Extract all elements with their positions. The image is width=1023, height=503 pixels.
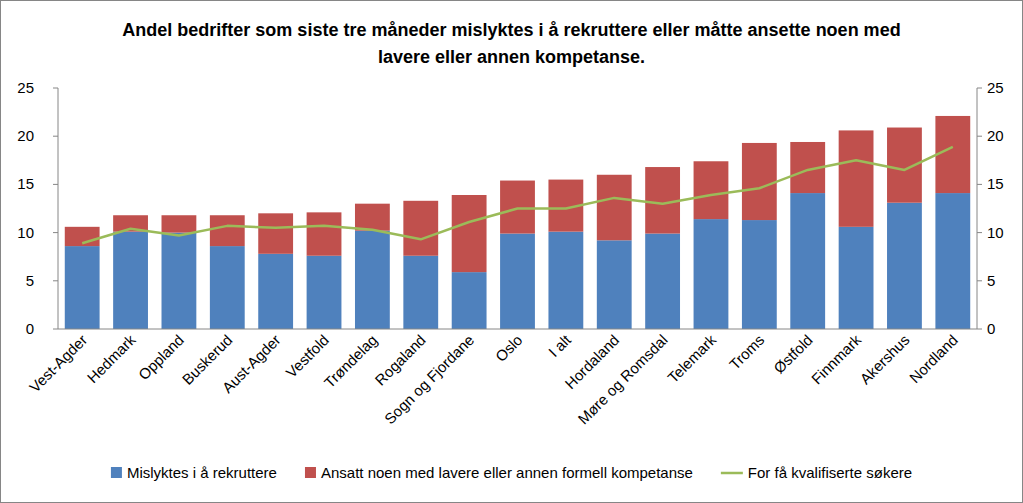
bar [597,240,632,329]
x-tick-label: I alt [545,331,575,361]
y2-tick-label: 15 [987,175,1004,192]
bar [452,272,487,329]
bar [694,161,729,219]
legend-item: Mislyktes i å rekruttere [111,464,277,481]
x-tick-label: Sogn og Fjordane [381,331,477,427]
legend-item: For få kvalifiserte søkere [721,464,912,481]
y2-tick-label: 5 [987,272,995,289]
legend-label: Mislyktes i å rekruttere [127,464,277,481]
x-tick-label: Aust-Agder [219,331,284,396]
bar [742,220,777,329]
bar [935,116,970,193]
bar [403,256,438,329]
y-tick-label: 0 [26,320,34,337]
chart-container: Andel bedrifter som siste tre måneder mi… [0,0,1023,503]
bar [65,246,100,329]
chart-svg: Andel bedrifter som siste tre måneder mi… [0,0,1023,503]
bar [548,232,583,329]
x-tick-label: Telemark [664,331,719,386]
legend-label: For få kvalifiserte søkere [748,464,912,481]
bar [694,219,729,329]
y-tick [53,88,58,89]
bar [65,227,100,246]
x-tick-label: Oslo [492,331,526,365]
bar [210,246,245,329]
legend-label: Ansatt noen med lavere eller annen forme… [321,464,693,481]
y-tick [53,280,58,281]
y-tick-label: 10 [17,224,34,241]
bar [355,231,390,329]
bar [935,193,970,329]
bar [258,213,293,253]
y2-tick [977,136,982,137]
y-tick [53,232,58,233]
axes: 05101520250510152025Vest-AgderHedmarkOpp… [17,79,1003,427]
x-tick-label: Vest-Agder [26,331,91,396]
bar [162,233,197,329]
bar [307,212,342,255]
y-tick [53,136,58,137]
y2-tick-label: 0 [987,320,995,337]
legend-symbol [721,472,743,475]
chart-frame [1,1,1023,503]
y-tick [53,329,58,330]
bar [500,181,535,234]
bar [210,215,245,246]
x-tick-label: Møre og Romsdal [574,331,670,427]
bar [355,204,390,231]
bar [452,195,487,272]
x-tick-label: Finnmark [808,331,865,388]
line [82,147,953,243]
x-tick-label: Trøndelag [321,331,381,391]
title-group: Andel bedrifter som siste tre måneder mi… [122,20,900,67]
bar [403,201,438,256]
marks [65,116,970,329]
bar [742,143,777,220]
bar [307,256,342,329]
bar [500,234,535,329]
legend: Mislyktes i å rekruttere Ansatt noen med … [111,464,912,481]
x-tick-label: Hedmark [84,331,139,386]
bar [597,175,632,241]
bar [645,234,680,329]
bar [887,203,922,329]
y-tick-label: 25 [17,79,34,96]
bar [162,215,197,232]
y-tick-label: 5 [26,272,34,289]
chart-title: Andel bedrifter som siste tre måneder mi… [122,20,900,67]
y2-tick [977,280,982,281]
y2-tick [977,184,982,185]
y-tick [53,184,58,185]
y2-tick-label: 20 [987,127,1004,144]
bar [113,232,148,329]
bar [258,254,293,329]
bar [839,227,874,329]
y2-tick-label: 10 [987,224,1004,241]
y2-tick [977,88,982,89]
x-tick-label: Troms [726,331,768,373]
x-axis-line [58,329,977,330]
y-axis-line [58,88,59,329]
y-tick-label: 20 [17,127,34,144]
legend-item: Ansatt noen med lavere eller annen forme… [305,464,693,481]
y2-tick [977,329,982,330]
legend-symbol [305,467,316,478]
x-tick-label: Vestfold [282,331,332,381]
y-tick-label: 15 [17,175,34,192]
bar [839,130,874,226]
bar [790,193,825,329]
y2-axis-line [977,88,978,329]
x-tick-label: Nordland [906,331,961,386]
y2-tick [977,232,982,233]
title-line: Andel bedrifter som siste tre måneder mi… [122,20,900,40]
legend-symbol [111,467,122,478]
title-line: lavere eller annen kompetanse. [378,47,645,67]
x-tick-label: Østfold [770,331,816,377]
x-tick-label: Akershus [856,331,912,387]
y2-tick-label: 25 [987,79,1004,96]
